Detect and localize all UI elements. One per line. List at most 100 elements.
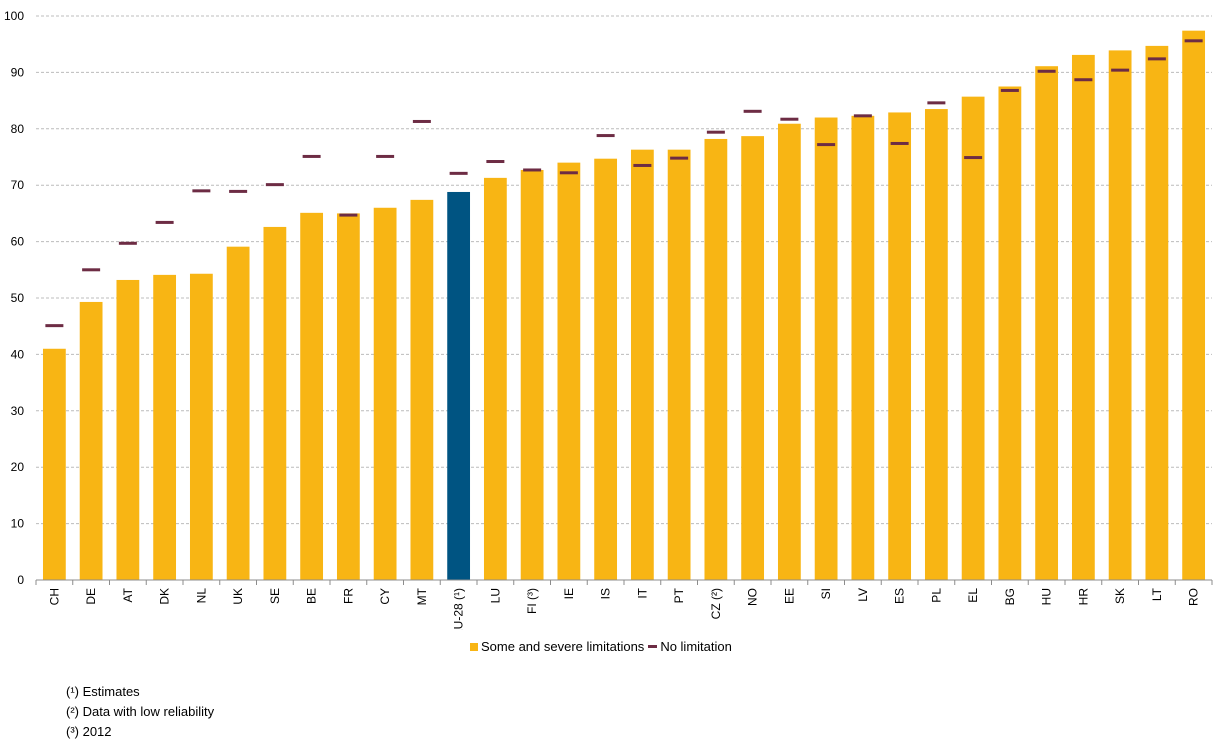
bar xyxy=(667,149,691,580)
legend-item-limitations: Some and severe limitations xyxy=(470,639,644,654)
bar xyxy=(741,136,765,580)
no-limitation-marker xyxy=(265,183,284,187)
no-limitation-marker xyxy=(82,268,101,272)
bar xyxy=(153,274,177,580)
x-tick-label: FR xyxy=(341,588,355,604)
legend-bar-swatch xyxy=(470,642,478,651)
bar xyxy=(1035,66,1059,581)
bar xyxy=(226,246,250,580)
x-tick-label: EU-28 (¹) xyxy=(452,588,466,630)
x-tick-label: LV xyxy=(856,588,870,602)
y-tick-label: 70 xyxy=(11,178,25,192)
legend-label-no-limitation: No limitation xyxy=(660,639,732,654)
no-limitation-marker xyxy=(486,160,505,164)
bar xyxy=(483,177,507,581)
x-tick-label: IE xyxy=(562,588,576,599)
y-tick-label: 30 xyxy=(11,404,25,418)
x-tick-label: FI (³) xyxy=(525,588,539,614)
no-limitation-marker xyxy=(339,213,358,217)
no-limitation-marker xyxy=(1000,88,1019,92)
x-tick-label: NO xyxy=(746,588,760,606)
no-limitation-marker xyxy=(376,154,395,158)
bar xyxy=(447,191,471,580)
no-limitation-marker xyxy=(890,141,909,145)
footnote-3: (³) 2012 xyxy=(66,724,112,739)
y-tick-label: 60 xyxy=(11,235,25,249)
no-limitation-marker xyxy=(1147,57,1166,61)
no-limitation-marker xyxy=(412,119,431,123)
bar-chart: 0 10 20 30 40 50 60 70 80 90 100 CH DE AT DK NL UK SE BE F… xyxy=(4,9,1213,630)
no-limitation-marker xyxy=(559,171,578,175)
no-limitation-marker xyxy=(817,143,836,147)
bar xyxy=(961,96,985,580)
x-tick-label: MT xyxy=(415,587,429,605)
x-tick-label: HR xyxy=(1076,588,1090,606)
x-tick-label: ES xyxy=(893,588,907,604)
no-limitation-marker xyxy=(229,189,248,193)
bar xyxy=(263,226,287,580)
no-limitation-marker xyxy=(927,101,946,105)
x-tick-label: UK xyxy=(231,588,245,605)
bar xyxy=(1071,54,1095,580)
y-axis-tick-labels: 0 10 20 30 40 50 60 70 80 90 100 xyxy=(4,9,24,587)
footnotes: (¹) Estimates (²) Data with low reliabil… xyxy=(66,682,214,742)
x-axis-tick-labels: CH DE AT DK NL UK SE BE FR CY MT EU-28 (¹) LU FI (³) I… xyxy=(47,587,1200,630)
bar xyxy=(814,117,838,581)
x-tick-label: LT xyxy=(1150,587,1164,601)
x-tick-label: SE xyxy=(268,588,282,604)
x-tick-label: SK xyxy=(1113,588,1127,604)
x-tick-label: DK xyxy=(158,588,172,605)
x-tick-label: SI xyxy=(819,588,833,599)
bar xyxy=(42,348,66,580)
x-tick-label: IS xyxy=(599,588,613,599)
x-tick-label: BG xyxy=(1003,588,1017,605)
x-tick-label: CZ (²) xyxy=(709,588,723,619)
bar xyxy=(998,86,1022,580)
x-tick-label: PL xyxy=(929,588,943,603)
x-tick-label: CH xyxy=(47,588,61,605)
bar xyxy=(373,207,397,580)
bar xyxy=(336,213,360,580)
bar xyxy=(79,301,103,580)
x-tick-label: AT xyxy=(121,587,135,602)
footnote-2: (²) Data with low reliability xyxy=(66,704,215,719)
bars xyxy=(42,30,1206,581)
bar xyxy=(116,279,140,580)
x-tick-label: PT xyxy=(672,587,686,603)
no-limitation-marker xyxy=(964,156,983,160)
bar xyxy=(300,212,324,580)
no-limitation-marker xyxy=(118,241,137,245)
no-limitation-marker xyxy=(853,114,872,118)
bar xyxy=(557,162,581,580)
y-tick-label: 90 xyxy=(11,65,25,79)
x-tick-label: IT xyxy=(635,587,649,598)
legend: Some and severe limitations No limitatio… xyxy=(470,639,736,654)
legend-label-limitations: Some and severe limitations xyxy=(481,639,645,654)
bar xyxy=(520,169,544,581)
bar xyxy=(594,158,618,580)
y-tick-label: 10 xyxy=(11,517,25,531)
bar xyxy=(630,149,654,580)
no-limitation-marker xyxy=(1037,69,1056,73)
y-tick-label: 80 xyxy=(11,122,25,136)
no-limitation-marker xyxy=(449,171,468,175)
bar xyxy=(888,112,912,580)
no-limitation-marker xyxy=(743,109,762,113)
y-tick-label: 50 xyxy=(11,291,25,305)
y-tick-label: 40 xyxy=(11,347,25,361)
bar xyxy=(1108,50,1132,581)
no-limitation-marker xyxy=(706,130,725,134)
bar xyxy=(777,123,801,580)
no-limitation-marker xyxy=(1184,39,1203,43)
x-tick-label: DE xyxy=(84,588,98,605)
no-limitation-marker xyxy=(1111,68,1130,72)
x-tick-label: HU xyxy=(1040,588,1054,605)
x-tick-label: EL xyxy=(966,588,980,603)
no-limitation-marker xyxy=(523,168,542,172)
bar xyxy=(924,109,948,580)
bar xyxy=(704,138,728,580)
no-limitation-marker xyxy=(192,189,211,193)
x-tick-label: CY xyxy=(378,588,392,605)
no-limitation-marker xyxy=(633,163,652,167)
x-axis xyxy=(35,579,1213,585)
